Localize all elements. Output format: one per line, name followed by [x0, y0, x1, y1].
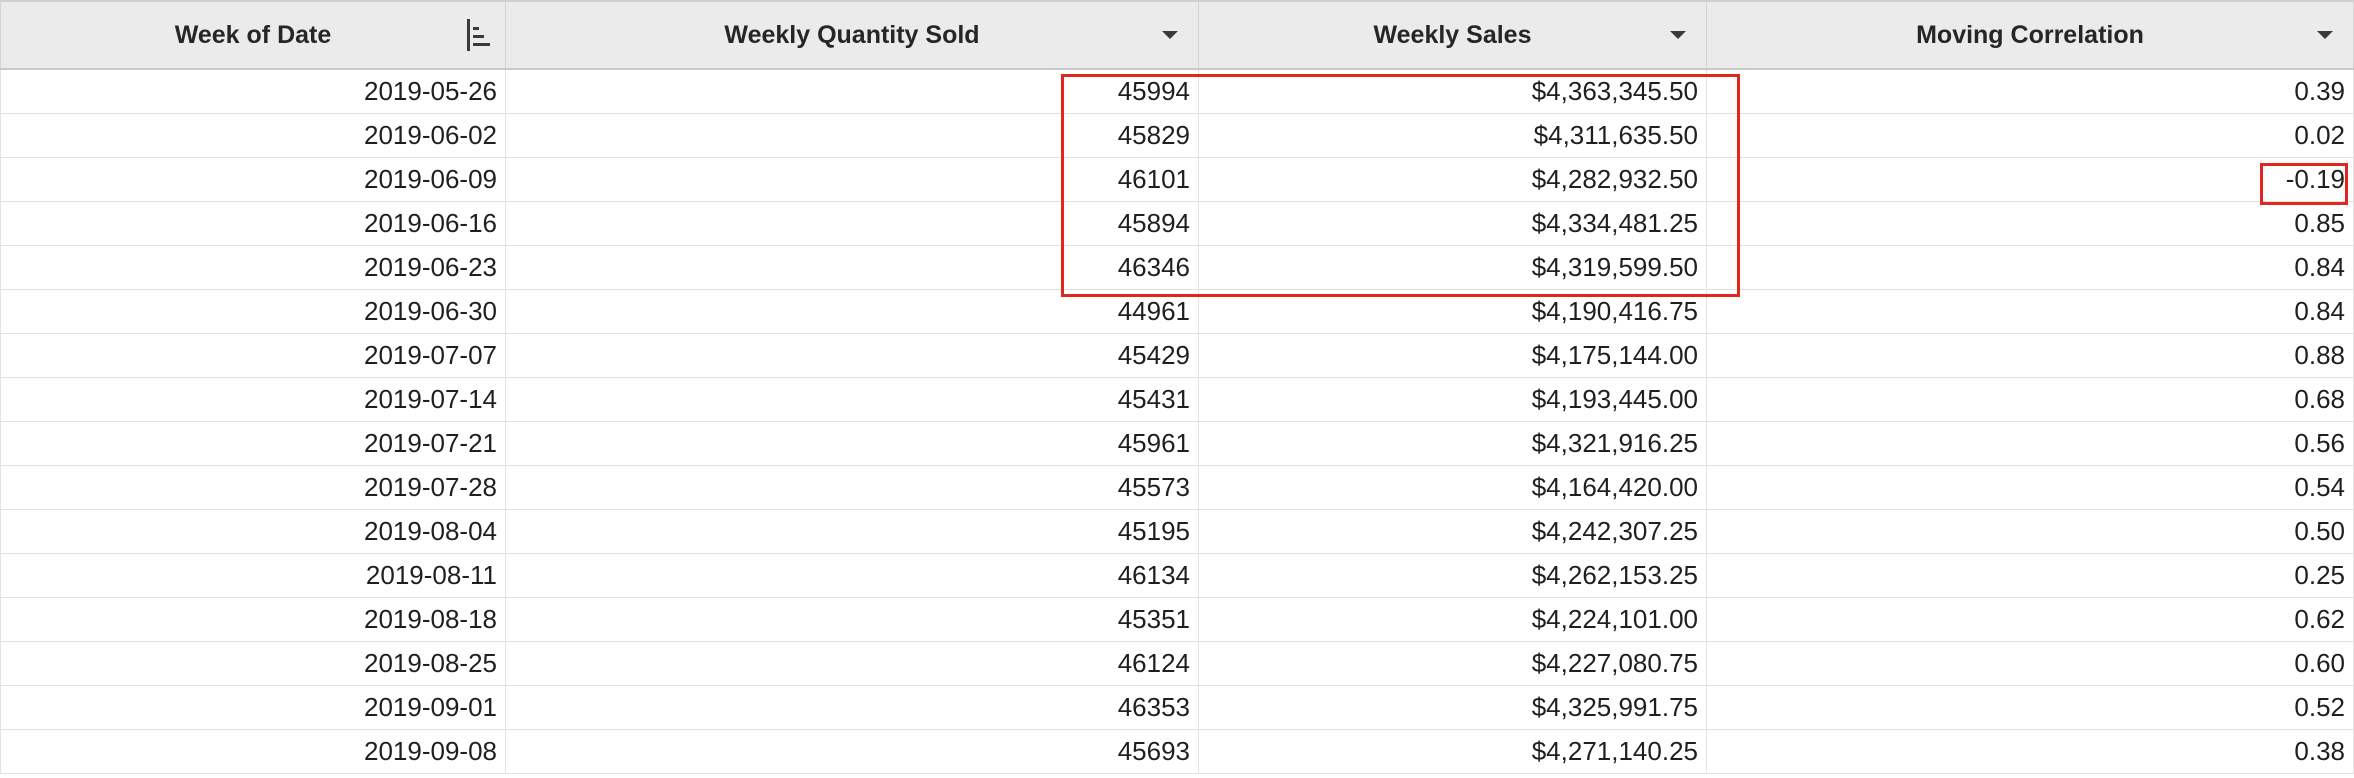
table-row[interactable]: 2019-09-01 46353 $4,325,991.75 0.52: [0, 686, 2354, 730]
correlation-cell[interactable]: 0.25: [1707, 554, 2354, 597]
week-cell[interactable]: 2019-07-07: [0, 334, 506, 377]
quantity-cell[interactable]: 45351: [506, 598, 1199, 641]
correlation-cell[interactable]: 0.60: [1707, 642, 2354, 685]
quantity-cell[interactable]: 45829: [506, 114, 1199, 157]
week-cell[interactable]: 2019-06-09: [0, 158, 506, 201]
sales-cell[interactable]: $4,227,080.75: [1199, 642, 1707, 685]
correlation-cell[interactable]: 0.54: [1707, 466, 2354, 509]
quantity-cell[interactable]: 45693: [506, 730, 1199, 773]
column-header-weekly-sales[interactable]: Weekly Sales: [1199, 2, 1707, 68]
correlation-cell[interactable]: 0.62: [1707, 598, 2354, 641]
sales-cell[interactable]: $4,242,307.25: [1199, 510, 1707, 553]
week-cell[interactable]: 2019-05-26: [0, 70, 506, 113]
sales-cell[interactable]: $4,321,916.25: [1199, 422, 1707, 465]
column-header-label: Moving Correlation: [1916, 20, 2144, 49]
week-cell[interactable]: 2019-07-28: [0, 466, 506, 509]
table-row[interactable]: 2019-07-07 45429 $4,175,144.00 0.88: [0, 334, 2354, 378]
sort-icon[interactable]: [461, 2, 497, 68]
quantity-cell[interactable]: 46101: [506, 158, 1199, 201]
correlation-cell[interactable]: 0.52: [1707, 686, 2354, 729]
correlation-cell[interactable]: -0.19: [1707, 158, 2354, 201]
correlation-cell[interactable]: 0.38: [1707, 730, 2354, 773]
column-header-label: Week of Date: [174, 20, 332, 49]
week-cell[interactable]: 2019-09-01: [0, 686, 506, 729]
correlation-cell[interactable]: 0.84: [1707, 290, 2354, 333]
table-body: 2019-05-26 45994 $4,363,345.50 0.39 2019-06-…: [0, 70, 2354, 774]
quantity-cell[interactable]: 45894: [506, 202, 1199, 245]
week-cell[interactable]: 2019-08-11: [0, 554, 506, 597]
sales-cell[interactable]: $4,271,140.25: [1199, 730, 1707, 773]
table-row[interactable]: 2019-08-11 46134 $4,262,153.25 0.25: [0, 554, 2354, 598]
correlation-cell[interactable]: 0.85: [1707, 202, 2354, 245]
sales-cell[interactable]: $4,325,991.75: [1199, 686, 1707, 729]
week-cell[interactable]: 2019-08-18: [0, 598, 506, 641]
table-row[interactable]: 2019-06-02 45829 $4,311,635.50 0.02: [0, 114, 2354, 158]
column-header-label: Weekly Sales: [1373, 20, 1532, 49]
week-cell[interactable]: 2019-07-21: [0, 422, 506, 465]
column-header-label: Weekly Quantity Sold: [724, 20, 980, 49]
table-row[interactable]: 2019-06-23 46346 $4,319,599.50 0.84: [0, 246, 2354, 290]
quantity-cell[interactable]: 46134: [506, 554, 1199, 597]
table-row[interactable]: 2019-08-25 46124 $4,227,080.75 0.60: [0, 642, 2354, 686]
table-header: Week of Date Weekly Quantity Sold Weekly…: [0, 0, 2354, 70]
sales-cell[interactable]: $4,193,445.00: [1199, 378, 1707, 421]
quantity-cell[interactable]: 46353: [506, 686, 1199, 729]
week-cell[interactable]: 2019-07-14: [0, 378, 506, 421]
chevron-down-icon[interactable]: [2313, 2, 2337, 68]
week-cell[interactable]: 2019-08-25: [0, 642, 506, 685]
correlation-cell[interactable]: 0.56: [1707, 422, 2354, 465]
chevron-down-icon[interactable]: [1666, 2, 1690, 68]
sales-cell[interactable]: $4,363,345.50: [1199, 70, 1707, 113]
table-row[interactable]: 2019-05-26 45994 $4,363,345.50 0.39: [0, 70, 2354, 114]
quantity-cell[interactable]: 45195: [506, 510, 1199, 553]
table-row[interactable]: 2019-07-21 45961 $4,321,916.25 0.56: [0, 422, 2354, 466]
table-row[interactable]: 2019-08-04 45195 $4,242,307.25 0.50: [0, 510, 2354, 554]
chevron-down-icon[interactable]: [1158, 2, 1182, 68]
table-row[interactable]: 2019-06-30 44961 $4,190,416.75 0.84: [0, 290, 2354, 334]
quantity-cell[interactable]: 46124: [506, 642, 1199, 685]
table-row[interactable]: 2019-06-09 46101 $4,282,932.50 -0.19: [0, 158, 2354, 202]
correlation-cell[interactable]: 0.39: [1707, 70, 2354, 113]
quantity-cell[interactable]: 45994: [506, 70, 1199, 113]
quantity-cell[interactable]: 44961: [506, 290, 1199, 333]
quantity-cell[interactable]: 45429: [506, 334, 1199, 377]
sales-cell[interactable]: $4,311,635.50: [1199, 114, 1707, 157]
week-cell[interactable]: 2019-06-23: [0, 246, 506, 289]
sales-cell[interactable]: $4,334,481.25: [1199, 202, 1707, 245]
table-row[interactable]: 2019-09-08 45693 $4,271,140.25 0.38: [0, 730, 2354, 774]
correlation-cell[interactable]: 0.88: [1707, 334, 2354, 377]
correlation-cell[interactable]: 0.84: [1707, 246, 2354, 289]
sales-cell[interactable]: $4,319,599.50: [1199, 246, 1707, 289]
week-cell[interactable]: 2019-06-30: [0, 290, 506, 333]
quantity-cell[interactable]: 45961: [506, 422, 1199, 465]
correlation-cell[interactable]: 0.02: [1707, 114, 2354, 157]
correlation-cell[interactable]: 0.68: [1707, 378, 2354, 421]
sales-cell[interactable]: $4,282,932.50: [1199, 158, 1707, 201]
column-header-weekly-quantity-sold[interactable]: Weekly Quantity Sold: [506, 2, 1199, 68]
week-cell[interactable]: 2019-06-02: [0, 114, 506, 157]
quantity-cell[interactable]: 46346: [506, 246, 1199, 289]
week-cell[interactable]: 2019-08-04: [0, 510, 506, 553]
sales-cell[interactable]: $4,164,420.00: [1199, 466, 1707, 509]
table-row[interactable]: 2019-07-28 45573 $4,164,420.00 0.54: [0, 466, 2354, 510]
sales-cell[interactable]: $4,224,101.00: [1199, 598, 1707, 641]
column-header-moving-correlation[interactable]: Moving Correlation: [1707, 2, 2354, 68]
table-row[interactable]: 2019-07-14 45431 $4,193,445.00 0.68: [0, 378, 2354, 422]
sales-cell[interactable]: $4,175,144.00: [1199, 334, 1707, 377]
table-row[interactable]: 2019-08-18 45351 $4,224,101.00 0.62: [0, 598, 2354, 642]
week-cell[interactable]: 2019-09-08: [0, 730, 506, 773]
quantity-cell[interactable]: 45431: [506, 378, 1199, 421]
column-header-week-of-date[interactable]: Week of Date: [0, 2, 506, 68]
sales-cell[interactable]: $4,190,416.75: [1199, 290, 1707, 333]
week-cell[interactable]: 2019-06-16: [0, 202, 506, 245]
sales-cell[interactable]: $4,262,153.25: [1199, 554, 1707, 597]
correlation-cell[interactable]: 0.50: [1707, 510, 2354, 553]
table-row[interactable]: 2019-06-16 45894 $4,334,481.25 0.85: [0, 202, 2354, 246]
quantity-cell[interactable]: 45573: [506, 466, 1199, 509]
